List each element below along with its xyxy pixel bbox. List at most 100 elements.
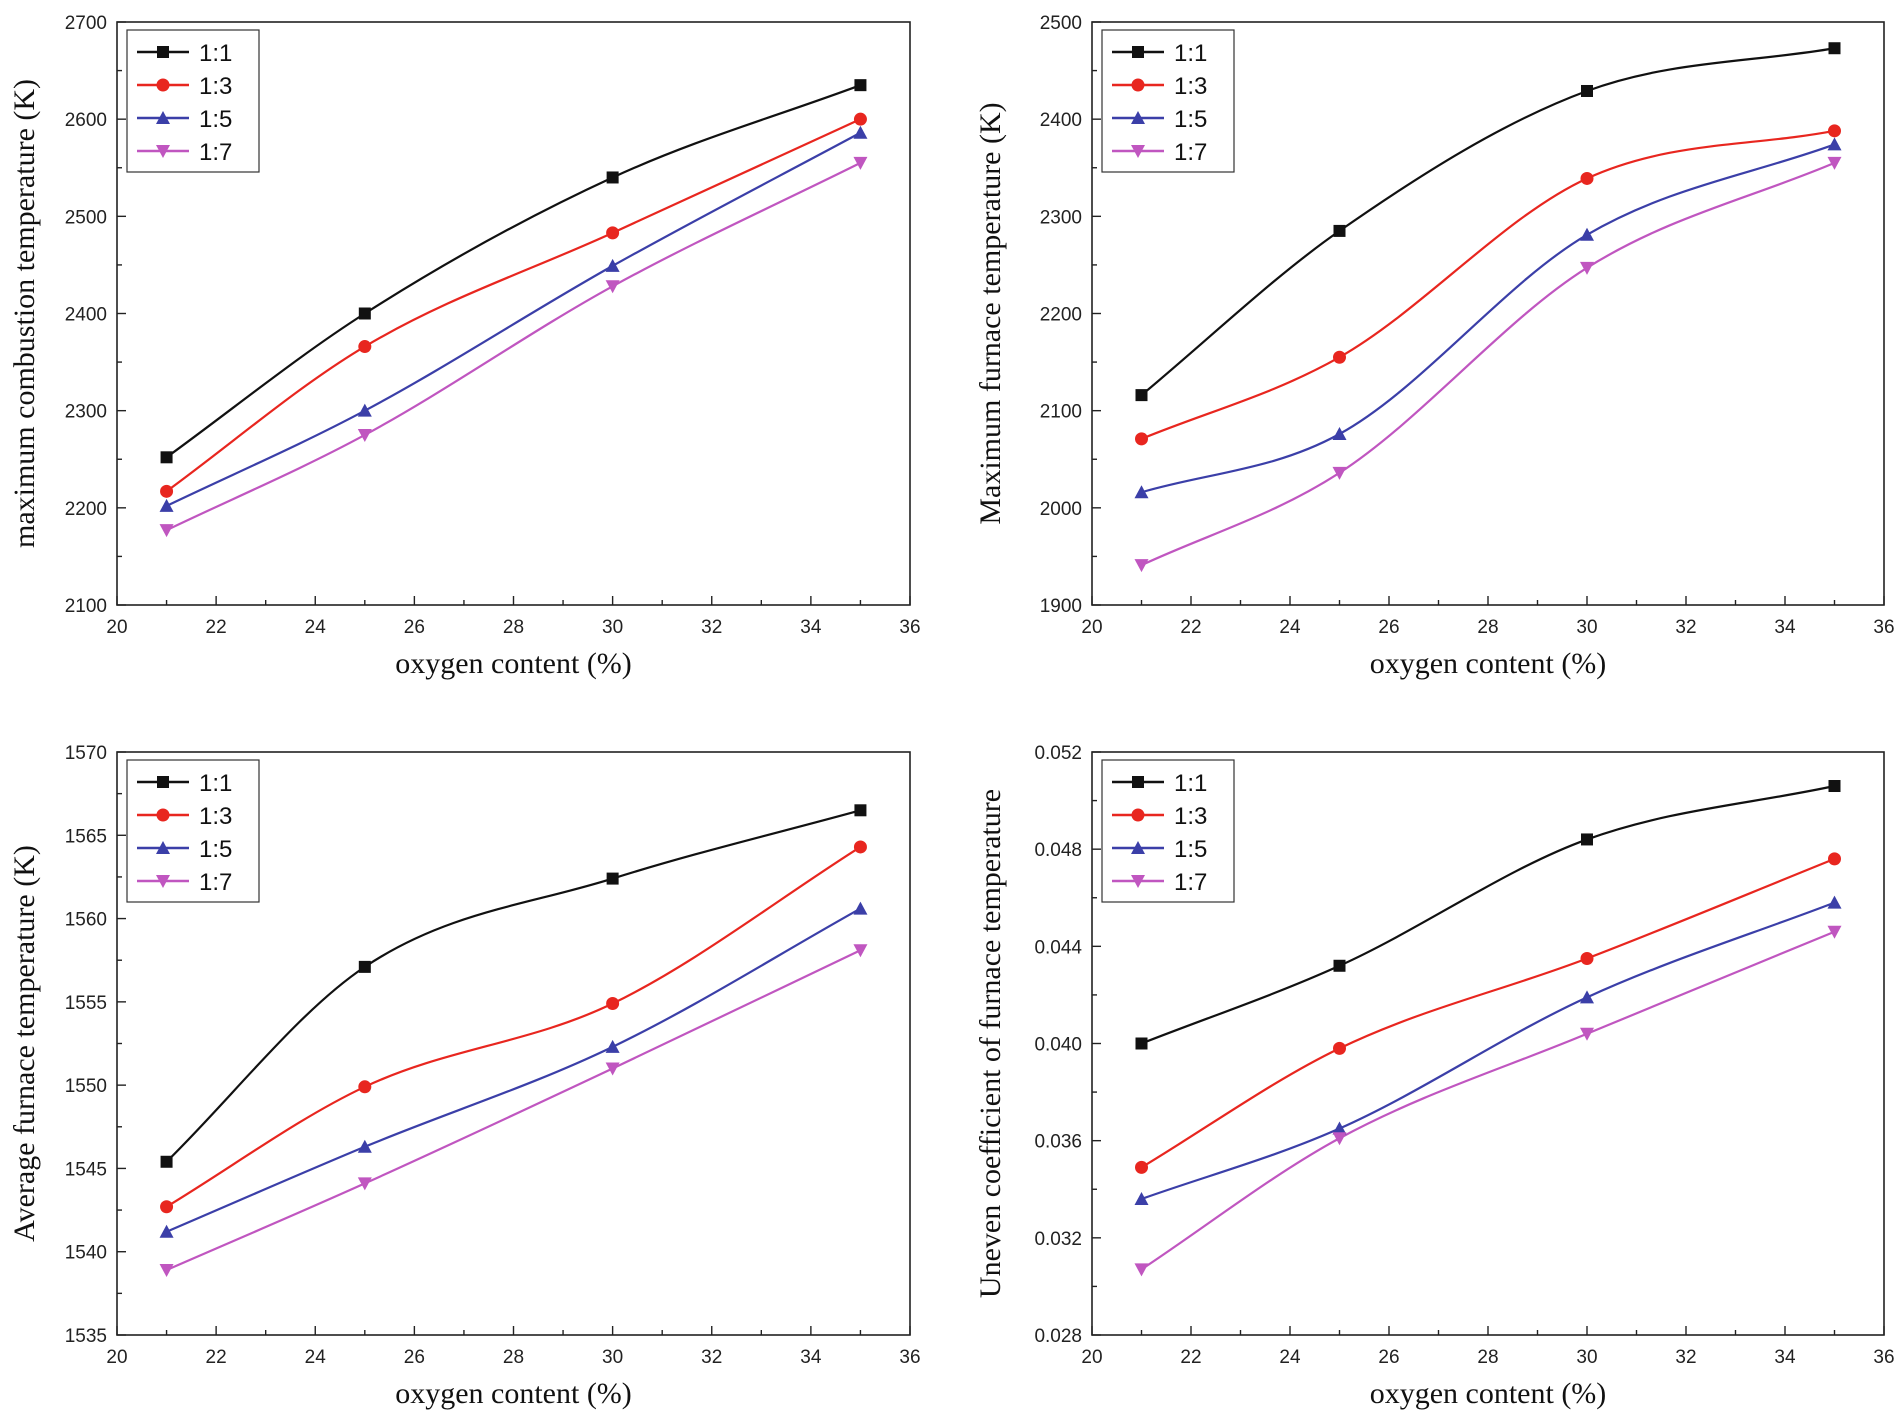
- x-tick-label: 36: [1873, 1347, 1894, 1368]
- data-point-1-3: [1580, 171, 1594, 185]
- legend: 1:1 1:3 1:5 1:7: [1101, 29, 1235, 173]
- x-tick-label: 28: [1477, 617, 1498, 638]
- series-line-1-1: [1140, 47, 1835, 396]
- legend-label: 1:7: [199, 139, 232, 166]
- data-point-1-1: [358, 307, 371, 320]
- y-tick-label: 2100: [1040, 402, 1082, 423]
- x-tick-label: 36: [899, 617, 920, 638]
- legend-label: 1:3: [199, 73, 232, 100]
- legend-label: 1:3: [1174, 803, 1207, 830]
- data-point-1-3: [1828, 124, 1841, 138]
- legend-box: [126, 759, 260, 903]
- legend-marker: [156, 145, 170, 158]
- data-point-1-1: [1828, 780, 1841, 793]
- data-point-1-1: [606, 872, 619, 885]
- x-tick-label: 26: [1378, 1347, 1399, 1368]
- x-tick-label: 22: [1180, 1347, 1201, 1368]
- series-line-1-3: [1141, 129, 1835, 440]
- y-tick-label: 1545: [65, 1159, 107, 1180]
- x-tick-label: 20: [106, 1347, 127, 1368]
- data-point-1-3: [1333, 1041, 1346, 1055]
- y-tick-label: 0.036: [1034, 1132, 1082, 1153]
- y-tick-label: 1555: [65, 993, 107, 1014]
- data-point-1-7: [605, 280, 620, 294]
- data-point-1-1: [160, 1155, 173, 1168]
- y-tick-label: 1560: [65, 910, 107, 931]
- data-point-1-3: [606, 997, 620, 1011]
- y-tick-label: 1535: [65, 1326, 107, 1347]
- data-point-1-7: [853, 944, 868, 958]
- data-point-1-1: [854, 79, 867, 92]
- x-axis-title: oxygen content (%): [1370, 647, 1607, 680]
- y-tick-label: 1550: [65, 1076, 107, 1097]
- legend-marker: [1132, 776, 1144, 788]
- data-point-1-3: [606, 226, 620, 240]
- y-tick-label: 0.048: [1034, 840, 1082, 861]
- legend-label: 1:1: [199, 770, 232, 797]
- legend: 1:1 1:3 1:5 1:7: [126, 759, 260, 903]
- series-line-1-1: [165, 84, 861, 459]
- data-point-1-7: [357, 1177, 372, 1191]
- data-point-1-7: [1332, 1132, 1347, 1146]
- data-point-1-5: [605, 1039, 620, 1053]
- y-tick-label: 2000: [1040, 499, 1082, 520]
- data-point-1-5: [605, 258, 620, 272]
- x-tick-label: 32: [701, 617, 722, 638]
- y-tick-label: 2500: [1040, 13, 1082, 34]
- data-point-1-5: [853, 901, 868, 915]
- legend-label: 1:7: [199, 869, 232, 896]
- x-tick-label: 24: [305, 1347, 327, 1368]
- data-point-1-3: [1135, 1160, 1148, 1174]
- y-tick-label: 2400: [65, 305, 107, 326]
- data-point-1-1: [1581, 84, 1593, 97]
- data-point-1-3: [358, 340, 372, 354]
- x-tick-label: 28: [503, 1347, 524, 1368]
- legend-marker: [157, 46, 169, 58]
- x-tick-label: 20: [1081, 617, 1102, 638]
- data-point-1-7: [159, 524, 174, 538]
- y-axis-title: Uneven coefficient of furnace temperatur…: [974, 789, 1007, 1298]
- legend-box: [1101, 29, 1235, 173]
- x-tick-label: 26: [1378, 617, 1399, 638]
- x-tick-label: 24: [1279, 1347, 1301, 1368]
- series-line-1-7: [166, 161, 861, 532]
- data-point-1-3: [1828, 852, 1841, 866]
- x-tick-label: 30: [1576, 1347, 1597, 1368]
- legend-marker: [157, 776, 169, 788]
- legend-label: 1:1: [199, 40, 232, 67]
- x-axis-title: oxygen content (%): [395, 647, 632, 680]
- x-tick-label: 20: [106, 617, 127, 638]
- chart-panel-1: 20 22 24 26 28 30 32 34 36 2100 2200 2300 2400 2500 26…: [8, 13, 921, 680]
- y-tick-label: 0.028: [1034, 1326, 1082, 1347]
- legend-label: 1:1: [1174, 40, 1207, 67]
- data-point-1-7: [1580, 261, 1594, 275]
- data-point-1-7: [605, 1062, 620, 1076]
- legend-marker: [1131, 841, 1145, 854]
- x-tick-label: 34: [800, 617, 822, 638]
- data-point-1-7: [853, 156, 868, 170]
- data-point-1-1: [1333, 224, 1346, 237]
- y-tick-label: 2600: [65, 110, 107, 131]
- legend-marker: [1131, 145, 1145, 158]
- x-tick-label: 24: [1279, 617, 1301, 638]
- data-point-1-5: [1134, 1191, 1149, 1205]
- legend-label: 1:5: [1174, 836, 1207, 863]
- x-tick-label: 26: [404, 617, 425, 638]
- y-tick-label: 2700: [65, 13, 107, 34]
- chart-panel-2: 20 22 24 26 28 30 32 34 36 1900 2000 2100 2200 2300 24…: [974, 13, 1895, 680]
- series-line-1-1: [1141, 784, 1835, 1045]
- legend-marker: [1131, 808, 1145, 822]
- data-point-1-5: [159, 498, 174, 512]
- legend-marker: [156, 78, 170, 92]
- y-tick-label: 1570: [65, 743, 107, 764]
- legend-label: 1:1: [1174, 770, 1207, 797]
- data-point-1-1: [160, 451, 173, 464]
- data-point-1-3: [853, 840, 867, 854]
- x-tick-label: 34: [1774, 617, 1796, 638]
- x-tick-label: 22: [206, 1347, 227, 1368]
- data-point-1-7: [1827, 156, 1842, 170]
- data-point-1-5: [1580, 990, 1594, 1004]
- data-point-1-7: [1580, 1027, 1594, 1041]
- x-tick-label: 30: [602, 617, 623, 638]
